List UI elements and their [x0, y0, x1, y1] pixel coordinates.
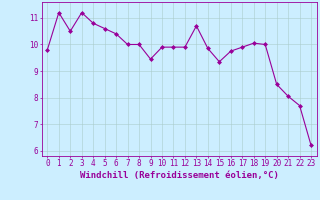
X-axis label: Windchill (Refroidissement éolien,°C): Windchill (Refroidissement éolien,°C): [80, 171, 279, 180]
